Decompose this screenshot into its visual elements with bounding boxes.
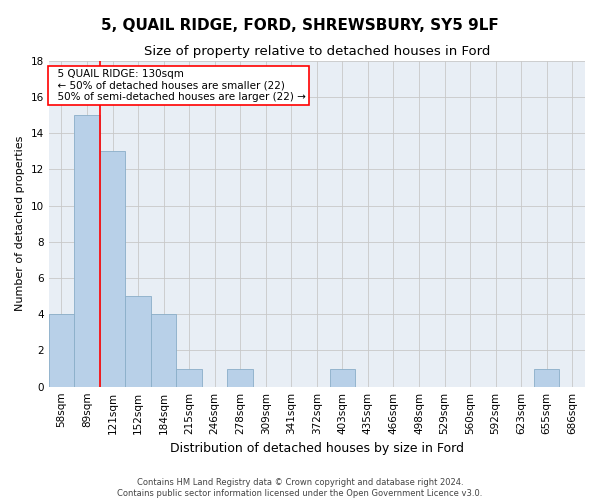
- Y-axis label: Number of detached properties: Number of detached properties: [15, 136, 25, 312]
- Bar: [49, 314, 74, 386]
- Bar: [74, 115, 100, 386]
- X-axis label: Distribution of detached houses by size in Ford: Distribution of detached houses by size …: [170, 442, 464, 455]
- Bar: [100, 151, 125, 386]
- Title: Size of property relative to detached houses in Ford: Size of property relative to detached ho…: [143, 45, 490, 58]
- Bar: [227, 368, 253, 386]
- Bar: [176, 368, 202, 386]
- Bar: [151, 314, 176, 386]
- Text: Contains HM Land Registry data © Crown copyright and database right 2024.
Contai: Contains HM Land Registry data © Crown c…: [118, 478, 482, 498]
- Bar: [534, 368, 559, 386]
- Text: 5 QUAIL RIDGE: 130sqm
  ← 50% of detached houses are smaller (22)
  50% of semi-: 5 QUAIL RIDGE: 130sqm ← 50% of detached …: [52, 68, 306, 102]
- Bar: [125, 296, 151, 386]
- Text: 5, QUAIL RIDGE, FORD, SHREWSBURY, SY5 9LF: 5, QUAIL RIDGE, FORD, SHREWSBURY, SY5 9L…: [101, 18, 499, 32]
- Bar: [329, 368, 355, 386]
